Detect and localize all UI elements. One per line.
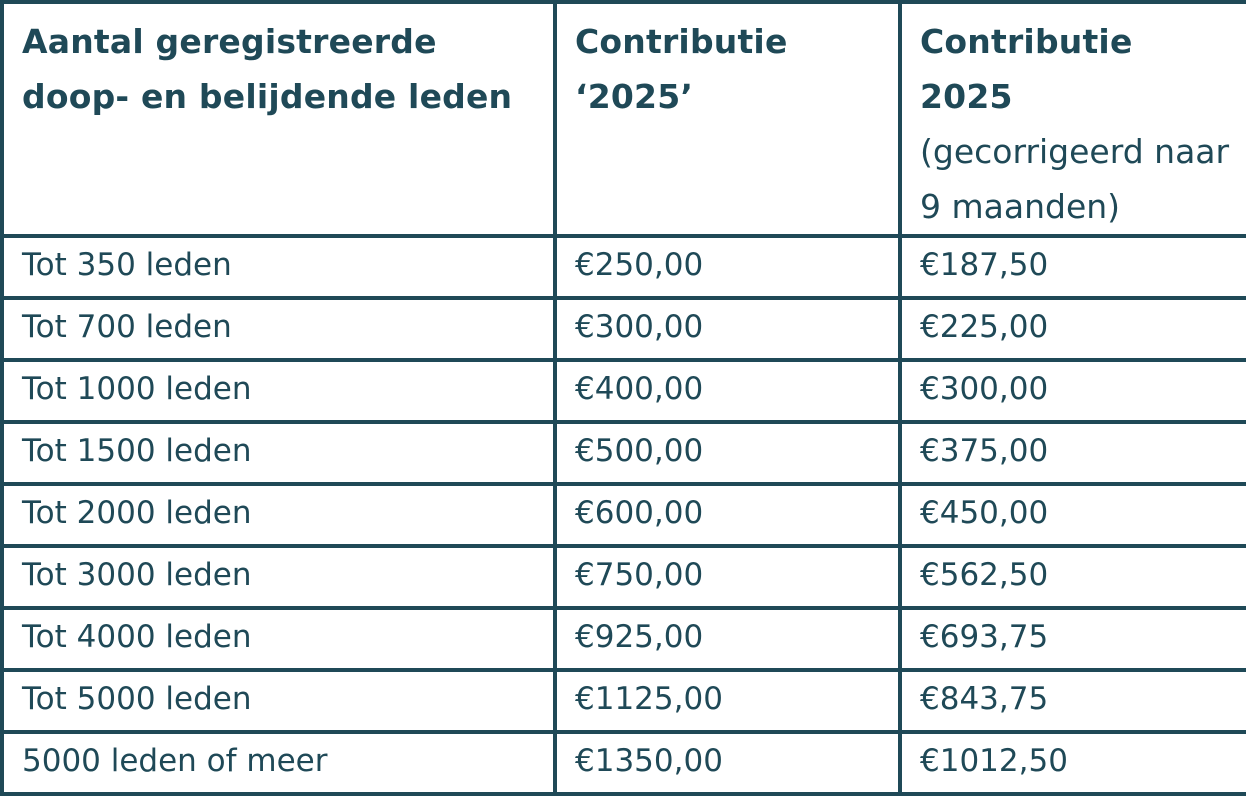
cell-fee-corrected: €693,75 — [898, 606, 1246, 672]
header-fee-2025-label: Contributie ‘2025’ — [575, 22, 788, 116]
table-row: Tot 3000 leden €750,00 €562,50 — [0, 544, 1246, 610]
header-fee-2025: Contributie ‘2025’ — [553, 0, 902, 238]
cell-fee: €1125,00 — [553, 668, 902, 734]
cell-fee-corrected: €1012,50 — [898, 730, 1246, 796]
cell-fee-corrected: €225,00 — [898, 296, 1246, 362]
header-members: Aantal geregistreerde doop- en belijdend… — [0, 0, 557, 238]
cell-fee: €750,00 — [553, 544, 902, 610]
cell-fee-corrected: €562,50 — [898, 544, 1246, 610]
header-fee-2025-corrected: Contributie 2025 (gecorrigeerd naar 9 ma… — [898, 0, 1246, 238]
cell-members: Tot 3000 leden — [0, 544, 557, 610]
cell-fee-corrected: €375,00 — [898, 420, 1246, 486]
cell-members: Tot 1000 leden — [0, 358, 557, 424]
cell-members: Tot 2000 leden — [0, 482, 557, 548]
cell-members: Tot 350 leden — [0, 234, 557, 300]
table-row: Tot 4000 leden €925,00 €693,75 — [0, 606, 1246, 672]
table-header-row: Aantal geregistreerde doop- en belijdend… — [0, 0, 1246, 238]
table-row: Tot 2000 leden €600,00 €450,00 — [0, 482, 1246, 548]
table-row: Tot 5000 leden €1125,00 €843,75 — [0, 668, 1246, 734]
cell-fee-corrected: €843,75 — [898, 668, 1246, 734]
cell-fee-corrected: €187,50 — [898, 234, 1246, 300]
cell-members: Tot 1500 leden — [0, 420, 557, 486]
table-row: Tot 1000 leden €400,00 €300,00 — [0, 358, 1246, 424]
table-row: Tot 700 leden €300,00 €225,00 — [0, 296, 1246, 362]
cell-fee-corrected: €450,00 — [898, 482, 1246, 548]
cell-members: Tot 4000 leden — [0, 606, 557, 672]
cell-members: 5000 leden of meer — [0, 730, 557, 796]
cell-fee: €250,00 — [553, 234, 902, 300]
table-row: Tot 1500 leden €500,00 €375,00 — [0, 420, 1246, 486]
header-fee-2025-corrected-note: (gecorrigeerd naar 9 maanden) — [920, 132, 1230, 226]
cell-fee-corrected: €300,00 — [898, 358, 1246, 424]
cell-fee: €1350,00 — [553, 730, 902, 796]
header-fee-2025-corrected-label: Contributie 2025 — [920, 22, 1133, 116]
table-row: 5000 leden of meer €1350,00 €1012,50 — [0, 730, 1246, 796]
cell-members: Tot 700 leden — [0, 296, 557, 362]
cell-fee: €600,00 — [553, 482, 902, 548]
cell-fee: €300,00 — [553, 296, 902, 362]
table-row: Tot 350 leden €250,00 €187,50 — [0, 234, 1246, 300]
header-members-label: Aantal geregistreerde doop- en belijdend… — [22, 22, 513, 116]
cell-members: Tot 5000 leden — [0, 668, 557, 734]
cell-fee: €400,00 — [553, 358, 902, 424]
cell-fee: €500,00 — [553, 420, 902, 486]
cell-fee: €925,00 — [553, 606, 902, 672]
